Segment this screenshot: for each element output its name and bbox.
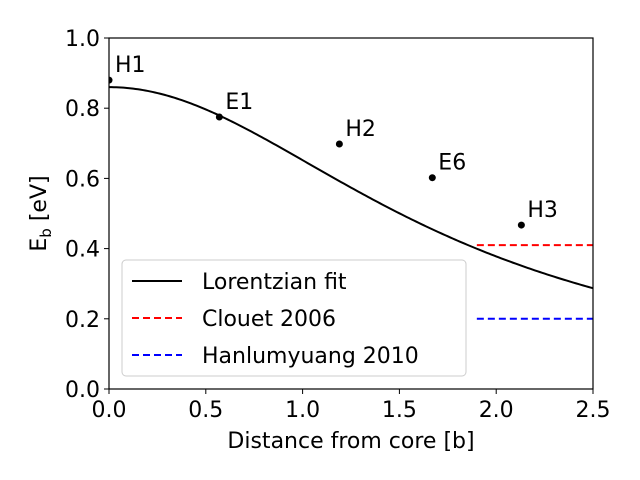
data-point-e6 [428,174,436,182]
point-label-h2: H2 [345,117,376,142]
x-axis-title: Distance from core [b] [227,429,474,454]
point-label-e6: E6 [438,151,466,176]
legend-label-2: Hanlumyuang 2010 [202,344,419,369]
legend-label-0: Lorentzian fit [202,270,347,295]
axes-frame [108,37,594,390]
x-tick-label: 1.5 [382,398,417,423]
data-point-h2 [335,140,343,148]
y-tick-label: 0.4 [65,238,100,263]
y-tick-label: 1.0 [65,27,100,52]
legend-label-1: Clouet 2006 [202,307,336,332]
axes: 0.0 0.5 1.0 1.5 2.0 2.5 0.0 0.2 0.4 0.6 0.8 1.0 Dist… [27,27,611,454]
y-tick-label: 0.6 [65,167,100,192]
x-tick-label: 0.0 [92,398,127,423]
data-point-h3 [517,221,525,229]
y-tick-label: 0.8 [65,97,100,122]
point-label-h3: H3 [527,198,558,223]
point-label-h1: H1 [115,53,146,78]
y-tick-label: 0.2 [65,308,100,333]
y-axis-title-sub: b [37,228,55,238]
y-axis-title-main: E [27,238,52,252]
y-tick-label: 0.0 [65,378,100,403]
legend-box [121,259,467,377]
x-tick-label: 2.5 [576,398,611,423]
data-point-e1 [215,113,223,121]
x-tick-label: 0.5 [188,398,223,423]
series-line-lorentzian-fit [109,86,593,290]
y-axis-title: Eb [eV] [27,175,55,251]
x-tick-label: 1.0 [285,398,320,423]
x-tick-label: 2.0 [479,398,514,423]
point-label-e1: E1 [225,90,253,115]
y-axis-title-unit: [eV] [27,175,52,228]
plot-area [109,76,593,320]
data-point-h1 [109,76,113,84]
legend: Lorentzian fit Clouet 2006 Hanlumyuang 201… [121,259,467,377]
